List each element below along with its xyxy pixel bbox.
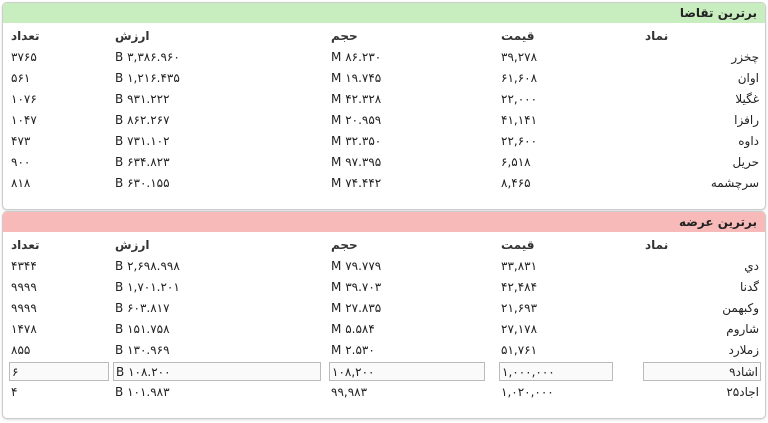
price-cell: ۲۲,۰۰۰ [501,92,538,106]
count-cell: ۹۹۹۹ [11,280,37,294]
symbol-cell: غگیلا [735,92,759,106]
count-cell: ۱۰۷۶ [11,92,37,106]
count-cell: ۴۷۳ [11,134,31,148]
value-cell: ۳,۳۸۶.۹۶۰ B [115,50,180,64]
column-header: قیمت [501,238,535,252]
column-header: نماد [645,29,669,43]
value-cell: ۲,۶۹۸.۹۹۸ B [115,259,180,273]
volume-cell: ۱۰۸,۲۰۰ [329,362,485,381]
value-cell: ۶۳۰.۱۵۵ B [115,176,170,190]
column-header: تعداد [11,238,40,252]
value-cell: ۱,۲۱۶.۴۳۵ B [115,71,180,85]
volume-cell: ۸۶.۲۳۰ M [331,50,382,64]
symbol-cell: زملارد [728,343,759,357]
price-cell: ۴۲,۴۸۴ [501,280,538,294]
count-cell: ۴ [11,385,18,399]
volume-cell: ۹۹,۹۸۳ [331,385,368,399]
count-cell: ۸۱۸ [11,176,31,190]
count-cell: ۶ [9,362,109,381]
symbol-cell: داوه [738,134,759,148]
volume-cell: ۷۴.۴۴۲ M [331,176,382,190]
price-cell: ۳۹,۲۷۸ [501,50,538,64]
price-cell: ۲۲,۶۰۰ [501,134,538,148]
symbol-cell: چخزر [731,50,759,64]
value-cell: ۱,۷۰۱.۲۰۱ B [115,280,180,294]
column-header: ارزش [115,29,150,43]
symbol-cell: شاروم [726,322,759,336]
column-header: نماد [645,238,669,252]
value-cell: ۷۳۱.۱۰۲ B [115,134,170,148]
price-cell: ۵۱,۷۶۱ [501,343,538,357]
volume-cell: ۵.۵۸۴ M [331,322,375,336]
symbol-cell: سرچشمه [710,176,759,190]
column-header: ارزش [115,238,150,252]
price-cell: ۶۱,۶۰۸ [501,71,538,85]
symbol-cell: اوان [737,71,759,85]
value-cell: ۶۰۳.۸۱۷ B [115,301,170,315]
value-cell: ۱۵۱.۷۵۸ B [115,322,170,336]
volume-cell: ۴۲.۳۲۸ M [331,92,382,106]
count-cell: ۳۷۶۵ [11,50,37,64]
count-cell: ۸۵۵ [11,343,31,357]
column-header: حجم [331,29,358,43]
volume-cell: ۲۰.۹۵۹ M [331,113,382,127]
count-cell: ۹۹۹۹ [11,301,37,315]
volume-cell: ۲.۵۳۰ M [331,343,375,357]
volume-cell: ۱۹.۷۴۵ M [331,71,382,85]
symbol-cell: اجاد۲۵ [726,385,759,399]
price-cell: ۲۱,۶۹۳ [501,301,538,315]
column-header: تعداد [11,29,40,43]
count-cell: ۴۳۴۴ [11,259,37,273]
symbol-cell: حریل [732,155,759,169]
panel-title: برترین عرضه [3,212,765,232]
count-cell: ۵۶۱ [11,71,31,85]
column-header: قیمت [501,29,535,43]
count-cell: ۱۴۷۸ [11,322,37,336]
value-cell: ۱۰۱.۹۸۳ B [115,385,170,399]
symbol-cell: وکبهمن [722,301,759,315]
column-header: حجم [331,238,358,252]
value-cell: ۸۶۲.۲۶۷ B [115,113,170,127]
price-cell: ۱,۰۰۰,۰۰۰ [499,362,613,381]
price-cell: ۶,۵۱۸ [501,155,531,169]
count-cell: ۱۰۴۷ [11,113,37,127]
volume-cell: ۲۷.۸۳۵ M [331,301,382,315]
price-cell: ۱,۰۲۰,۰۰۰ [501,385,554,399]
symbol-cell: گدنا [739,280,759,294]
price-cell: ۳۳,۸۳۱ [501,259,538,273]
symbol-cell: دي [744,259,759,273]
price-cell: ۴۱,۱۴۱ [501,113,538,127]
volume-cell: ۳۹.۷۰۳ M [331,280,382,294]
value-cell: ۹۳۱.۲۲۲ B [115,92,170,106]
value-cell: ۶۳۴.۸۲۳ B [115,155,170,169]
demand-panel: برترین تقاضا نماد قیمت حجم ارزش تعداد چخزر ۳۹,… [2,2,766,210]
supply-panel: برترین عرضه نماد قیمت حجم ارزش تعداد دي ۳۳,۸۳۱… [2,211,766,419]
volume-cell: ۹۷.۳۹۵ M [331,155,382,169]
symbol-cell: رافزا [734,113,759,127]
price-cell: ۲۷,۱۷۸ [501,322,538,336]
symbol-cell: اشاد۹ [643,362,761,381]
count-cell: ۹۰۰ [11,155,31,169]
price-cell: ۸,۴۶۵ [501,176,531,190]
volume-cell: ۷۹.۷۷۹ M [331,259,382,273]
panel-title: برترین تقاضا [3,3,765,23]
value-cell: ۱۰۸.۲۰۰ B [113,362,321,381]
volume-cell: ۳۲.۳۵۰ M [331,134,382,148]
value-cell: ۱۳۰.۹۶۹ B [115,343,170,357]
